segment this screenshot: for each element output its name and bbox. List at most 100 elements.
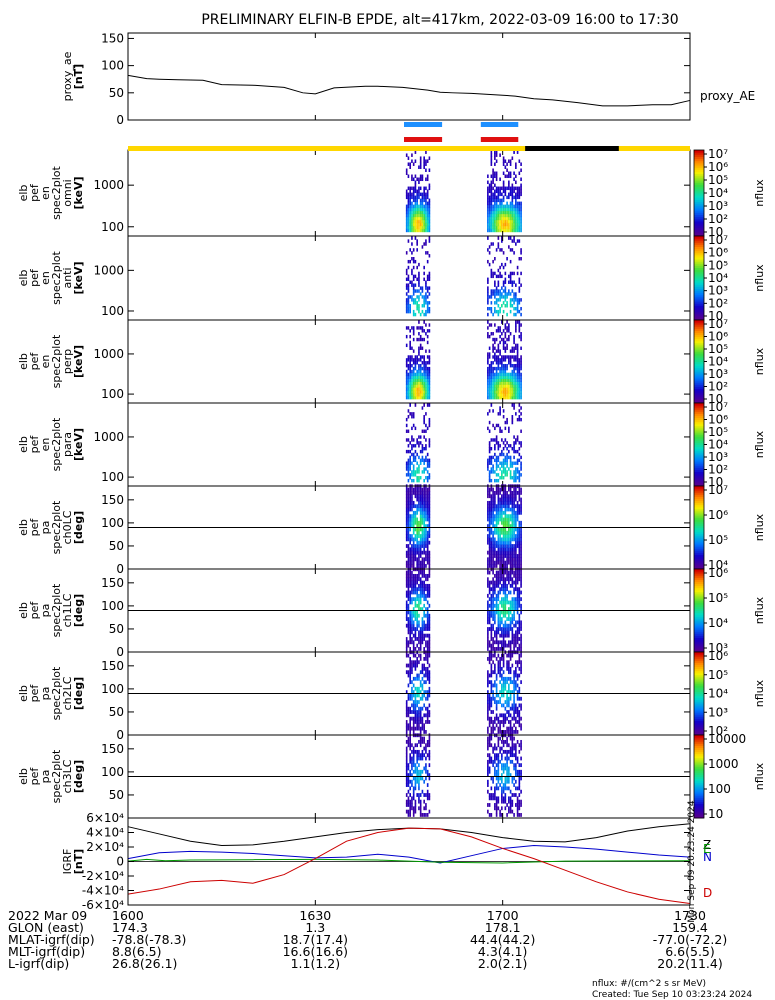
spectrum-cell	[426, 159, 429, 163]
spectrum-cell	[520, 663, 522, 668]
spectrum-cell	[518, 446, 521, 451]
spectrum-cell	[504, 390, 507, 394]
spectrum-cell	[511, 776, 514, 781]
spectrum-cell	[488, 720, 491, 724]
spectrum-cell	[495, 540, 498, 545]
spectrum-cell	[428, 186, 431, 191]
spectrum-cell	[428, 473, 431, 477]
spectrum-cell	[504, 346, 507, 350]
spectrum-cell	[516, 355, 519, 359]
spectrum-cell	[416, 540, 418, 545]
spectrum-cell	[495, 349, 498, 353]
spectrum-cell	[509, 387, 512, 391]
spectrum-cell	[419, 156, 422, 160]
spectrum-cell	[407, 504, 410, 509]
spectrum-cell	[409, 570, 411, 575]
spectrum-cell	[511, 369, 514, 374]
spectrum-cell	[416, 743, 418, 748]
spectrum-cell	[487, 627, 489, 631]
colorbar-cell	[694, 440, 704, 443]
spectrum-cell	[423, 298, 425, 302]
spectrum-cell	[494, 207, 496, 212]
spectrum-cell	[490, 656, 493, 661]
spectrum-cell	[411, 620, 413, 625]
spectrum-cell	[518, 696, 521, 701]
spectrum-cell	[425, 195, 427, 200]
spectrum-cell	[411, 207, 413, 212]
spectrum-cell	[515, 520, 517, 525]
colorbar-cell	[694, 417, 704, 421]
colorbar-cell	[694, 639, 704, 643]
colorbar-cell	[694, 735, 704, 738]
spectrum-cell	[520, 623, 522, 628]
spectrum-cell	[412, 763, 415, 768]
spectrum-cell	[495, 560, 498, 565]
spectrum-cell	[412, 753, 415, 758]
spectrum-cell	[409, 490, 411, 495]
spectrum-cell	[502, 189, 505, 194]
spectrum-cell	[426, 384, 429, 388]
colorbar-tick-label: 10⁷	[708, 400, 728, 414]
spectrum-cell	[405, 417, 408, 422]
spectrum-cell	[511, 204, 514, 209]
spectrum-cell	[405, 564, 408, 568]
spectrum-cell	[405, 550, 408, 555]
spectrum-cell	[416, 573, 418, 578]
spectrum-cell	[416, 213, 418, 218]
spectrum-cell	[509, 759, 512, 764]
spectrum-cell	[490, 550, 493, 555]
table-row-label: MLAT-igrf(dip)	[8, 932, 95, 947]
spectrum-cell	[423, 435, 425, 439]
spectrum-cell	[497, 363, 500, 368]
spectrum-cell	[490, 323, 493, 327]
spectrum-cell	[488, 387, 491, 391]
spectrum-cell	[508, 174, 510, 179]
spectrum-cell	[499, 573, 501, 578]
colorbar-cell	[694, 271, 704, 275]
spectrum-cell	[419, 600, 422, 605]
spectrum-cell	[418, 369, 420, 374]
colorbar-tick-label: 10³	[708, 199, 728, 213]
spectrum-cell	[513, 570, 515, 575]
spectrum-cell	[490, 395, 493, 400]
spectrum-cell	[509, 497, 512, 502]
spectrum-cell	[487, 289, 489, 293]
spectrum-cell	[423, 162, 425, 166]
colorbar-cell	[694, 786, 704, 790]
spectrum-cell	[409, 583, 411, 588]
spectrum-cell	[412, 693, 415, 698]
colorbar-cell	[694, 160, 704, 164]
spectrum-cell	[409, 739, 411, 744]
spectrum-cell	[499, 444, 501, 448]
spectrum-cell	[421, 458, 424, 463]
spectrum-cell	[428, 274, 431, 279]
spectrum-cell	[509, 304, 512, 308]
spectrum-cell	[504, 192, 507, 197]
spectrum-cell	[421, 813, 424, 817]
spectrum-cell	[520, 384, 522, 388]
spectrum-cell	[428, 228, 431, 233]
spectrum-cell	[416, 494, 418, 499]
spectrum-cell	[419, 547, 422, 552]
spectrum-cell	[511, 633, 514, 638]
spectrum-cell	[409, 280, 411, 284]
spectrum-cell	[425, 623, 427, 628]
spectrum-cell	[518, 666, 521, 671]
spectrum-cell	[409, 369, 411, 374]
spectrum-cell	[494, 301, 496, 305]
spectrum-cell	[515, 195, 517, 200]
spectrum-cell	[423, 507, 425, 512]
spectrum-cell	[509, 730, 512, 734]
spectrum-cell	[412, 452, 415, 457]
spectrum-cell	[502, 730, 505, 734]
spectrum-cell	[513, 490, 515, 495]
spectrum-cell	[515, 366, 517, 371]
spectrum-cell	[428, 643, 431, 648]
spectrum-cell	[518, 544, 521, 548]
colorbar-cell	[694, 658, 704, 661]
spectrum-cell	[508, 660, 510, 665]
colorbar-cell	[694, 492, 704, 495]
colorbar-cell	[694, 662, 704, 665]
spectrum-cell	[509, 473, 512, 477]
